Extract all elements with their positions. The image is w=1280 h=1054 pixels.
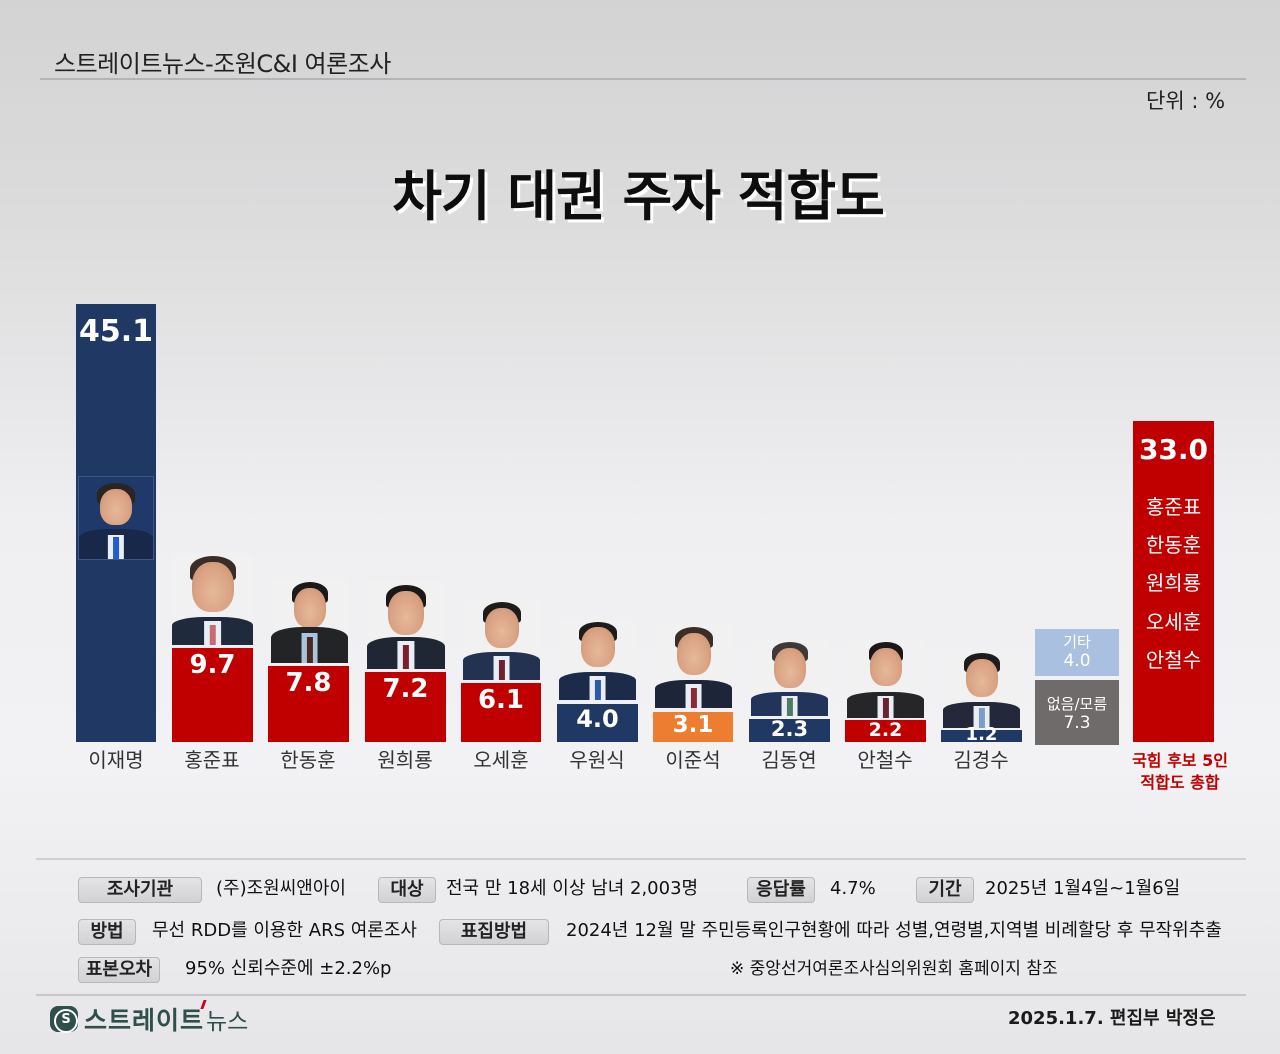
aggregate-caption-line2: 적합도 총합: [1140, 773, 1220, 792]
candidate-name: 우원식: [569, 748, 625, 772]
candidate-name: 김경수: [953, 748, 1009, 772]
response-tag: 응답률: [747, 877, 815, 903]
bar-value: 6.1: [477, 685, 525, 715]
period-value: 2025년 1월4일~1월6일: [985, 878, 1181, 899]
bar-none-unknown: 없음/모름 7.3: [1035, 680, 1119, 745]
bar-hong-junpyo: 9.7: [172, 648, 253, 742]
target-value: 전국 만 18세 이상 남녀 2,003명: [446, 878, 699, 899]
org-tag: 조사기관: [78, 877, 202, 903]
straight-news-logo: 스트레이트 뉴스: [50, 1001, 248, 1037]
sampling-value: 2024년 12월 말 주민등록인구현황에 따라 성별,연령별,지역별 비례할당…: [566, 920, 1222, 941]
aggregate-caption: 국힘 후보 5인 적합도 총합: [1120, 750, 1240, 794]
logo-subtext: 뉴스: [206, 1002, 248, 1036]
bar-lee-junseok: 3.1: [653, 712, 733, 742]
error-value: 95% 신뢰수준에 ±2.2%p: [185, 958, 392, 979]
candidate-name: 원희룡: [377, 748, 433, 772]
error-tag: 표본오차: [78, 957, 160, 983]
bar-woo-wonshik: 4.0: [557, 704, 638, 742]
info-divider: [36, 858, 1246, 860]
response-value: 4.7%: [830, 878, 876, 899]
candidate-name: 홍준표: [184, 748, 240, 772]
aggregate-member: 원희룡: [1145, 571, 1202, 595]
bar-won-heeryong: 7.2: [365, 672, 446, 742]
org-value: (주)조원씨앤아이: [216, 878, 346, 899]
bar-value: 1.2: [965, 724, 998, 745]
candidate-photo: [271, 578, 348, 663]
bar-ahn-cheolsoo: 2.2: [845, 719, 926, 742]
aggregate-value: 33.0: [1138, 433, 1209, 466]
credit-line: 2025.1.7. 편집부 박정은: [1008, 1008, 1216, 1029]
bar-oh-sehoon: 6.1: [461, 683, 541, 742]
etc-value: 4.0: [1063, 651, 1091, 671]
bar-kim-kyungsoo: 1.2: [941, 724, 1022, 745]
candidate-photo: [367, 582, 445, 669]
bar-value: 7.2: [382, 674, 429, 704]
source-title: 스트레이트뉴스-조원C&I 여론조사: [54, 50, 391, 78]
etc-label: 기타: [1063, 633, 1091, 651]
candidate-photo: [559, 619, 636, 700]
aggregate-member: 오세훈: [1145, 610, 1202, 634]
candidate-photo: [172, 554, 253, 645]
candidate-name: 한동훈: [280, 748, 336, 772]
candidate-name: 이재명: [88, 748, 144, 772]
bar-value: 4.0: [576, 705, 619, 733]
aggregate-member: 안철수: [1145, 648, 1202, 672]
aggregate-member: 홍준표: [1145, 495, 1202, 519]
source-note: ※ 중앙선거여론조사심의위원회 홈페이지 참조: [730, 959, 1058, 979]
logo-text: 스트레이트: [84, 1006, 205, 1035]
top-divider: [40, 78, 1246, 80]
candidate-photo: [943, 651, 1020, 728]
candidate-photo: [751, 640, 828, 716]
bar-etc: 기타 4.0: [1035, 629, 1119, 676]
none-label: 없음/모름: [1046, 695, 1108, 713]
candidate-name: 이준석: [665, 748, 721, 772]
none-value: 7.3: [1063, 713, 1091, 733]
bar-han-donghoon: 7.8: [268, 666, 349, 742]
target-tag: 대상: [378, 877, 436, 903]
bar-value: 2.2: [868, 719, 903, 741]
aggregate-caption-line1: 국힘 후보 5인: [1132, 751, 1228, 770]
method-tag: 방법: [78, 919, 136, 945]
candidate-photo: [655, 624, 732, 708]
bar-value: 3.1: [672, 712, 714, 738]
chart-title: 차기 대권 주자 적합도: [392, 165, 885, 228]
footer-divider: [36, 994, 1246, 996]
method-value: 무선 RDD를 이용한 ARS 여론조사: [152, 920, 417, 941]
candidate-photo: [78, 476, 154, 560]
aggregate-member: 한동훈: [1145, 533, 1202, 557]
bar-ppp-aggregate: 33.0 홍준표 한동훈 원희룡 오세훈 안철수: [1133, 421, 1214, 742]
period-tag: 기간: [916, 877, 974, 903]
bar-value: 2.3: [770, 717, 809, 741]
sampling-tag: 표집방법: [439, 919, 549, 945]
candidate-name: 안철수: [857, 748, 913, 772]
logo-icon: [50, 1006, 78, 1033]
bar-value: 9.7: [189, 650, 236, 680]
bar-value: 45.1: [78, 314, 154, 349]
unit-label: 단위 : %: [1146, 89, 1226, 113]
bar-value: 7.8: [285, 668, 332, 698]
candidate-photo: [463, 599, 540, 680]
bar-kim-dongyeon: 2.3: [749, 717, 830, 742]
candidate-name: 오세훈: [473, 748, 529, 772]
candidate-photo: [847, 640, 924, 718]
candidate-name: 김동연: [761, 748, 817, 772]
